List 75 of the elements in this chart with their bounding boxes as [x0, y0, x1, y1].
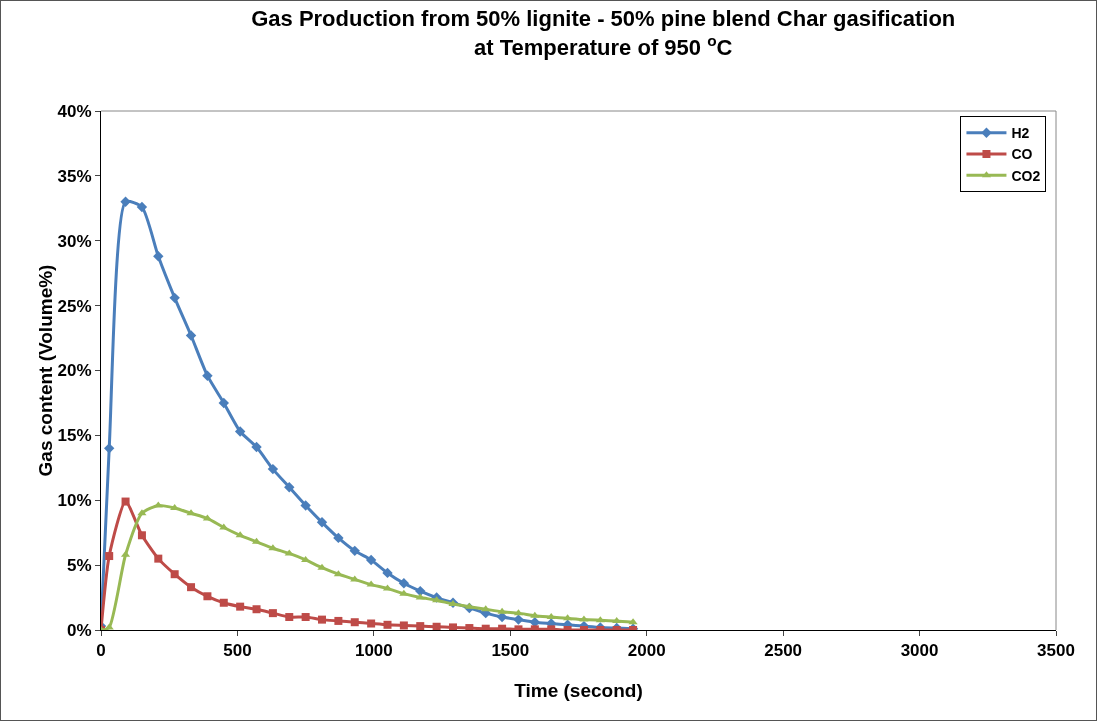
point [219, 598, 228, 607]
legend-label: H2 [1011, 125, 1030, 142]
point [284, 482, 295, 493]
point [448, 623, 457, 630]
point [350, 618, 359, 627]
point [595, 616, 605, 623]
point [349, 545, 360, 557]
point [120, 196, 131, 208]
x-tick-label: 2500 [764, 641, 803, 661]
point [251, 441, 262, 453]
legend-label: CO2 [1011, 167, 1041, 184]
x-tick-label: 1000 [354, 641, 393, 661]
point [497, 607, 507, 614]
point [416, 622, 425, 630]
y-tick-label: 15% [57, 426, 92, 446]
point [137, 531, 146, 540]
point [187, 583, 196, 592]
point [464, 602, 474, 609]
point [218, 397, 229, 409]
point [136, 201, 148, 213]
y-axis-title: Gas content (Volume%) [34, 264, 56, 477]
y-tick-label: 5% [67, 556, 92, 576]
point [153, 251, 164, 262]
point [365, 554, 377, 566]
point [383, 620, 392, 629]
chart-title: Gas Production from 50% lignite - 50% pine blend Char gasification at Temperature of 950 $^{o}$C [251, 6, 956, 60]
x-tick-label: 1500 [491, 641, 530, 661]
point [202, 370, 213, 381]
point [234, 426, 246, 437]
point [268, 609, 277, 618]
x-tick-label: 500 [223, 641, 252, 661]
point [169, 292, 180, 304]
point [121, 497, 130, 506]
x-tick-label: 3000 [900, 641, 939, 661]
point [105, 552, 114, 561]
point [219, 523, 229, 530]
point [103, 443, 115, 454]
point [367, 619, 376, 628]
point [333, 532, 344, 544]
y-tick-label: 20% [57, 361, 92, 381]
point [382, 567, 393, 579]
y-tick-label: 40% [57, 101, 92, 121]
point [399, 621, 408, 630]
point [252, 605, 261, 614]
point [316, 517, 328, 528]
point [415, 585, 426, 597]
point [285, 613, 294, 622]
point [301, 613, 310, 622]
point [432, 622, 441, 630]
point [398, 578, 410, 589]
point [546, 613, 556, 620]
point [415, 593, 425, 600]
x-tick-label: 2000 [627, 641, 666, 661]
x-tick-label: 0 [96, 641, 106, 661]
y-tick-label: 25% [57, 296, 92, 316]
point [530, 611, 540, 618]
legend-label: CO [1011, 146, 1033, 163]
point [236, 602, 245, 611]
x-axis-title: Time (second) [514, 680, 643, 701]
point [170, 570, 179, 579]
point [334, 616, 343, 625]
point [300, 500, 311, 511]
y-tick-label: 30% [57, 231, 92, 251]
point [318, 615, 327, 624]
point [185, 330, 197, 341]
point [154, 554, 163, 563]
point [579, 615, 589, 622]
point [513, 614, 524, 625]
point [612, 616, 622, 623]
x-tick-label: 3500 [1037, 641, 1075, 661]
y-tick-label: 35% [57, 166, 92, 186]
point [267, 463, 279, 475]
y-tick-label: 10% [57, 491, 92, 511]
y-tick-label: 0% [67, 620, 92, 640]
point [203, 592, 212, 601]
